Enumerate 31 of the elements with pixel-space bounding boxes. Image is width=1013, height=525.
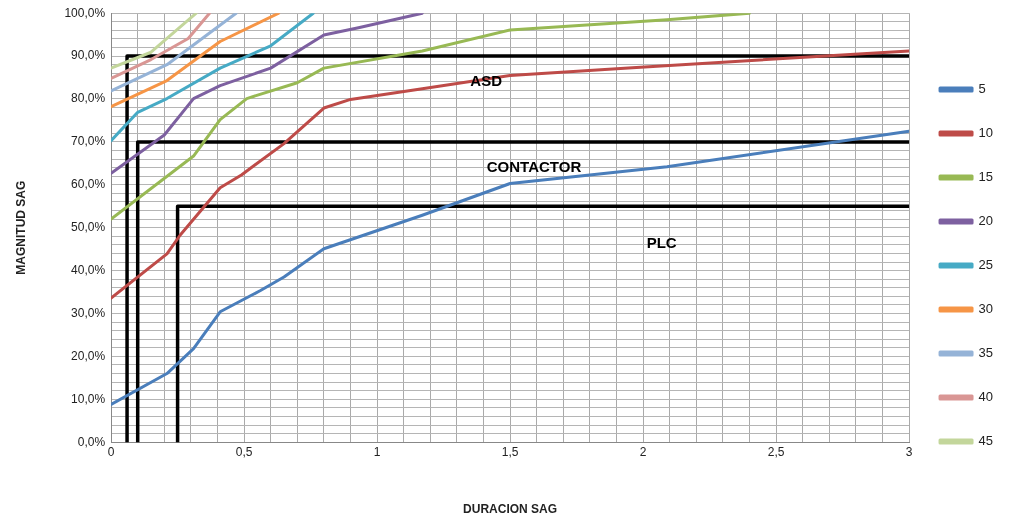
x-axis-title: DURACION SAG: [463, 502, 558, 517]
legend-label: 15: [978, 169, 994, 185]
annotation: CONTACTOR: [486, 158, 582, 176]
y-tick-label: 20,0%: [71, 348, 106, 363]
x-tick-label: 2,5: [767, 444, 785, 459]
x-tick-label: 0: [107, 444, 115, 459]
legend-label: 35: [978, 345, 994, 361]
y-tick-label: 10,0%: [71, 391, 106, 406]
y-axis-title: MAGNITUD SAG: [13, 180, 28, 275]
y-tick-label: 30,0%: [71, 305, 106, 320]
legend-label: 5: [978, 81, 986, 97]
x-tick-label: 3: [905, 444, 913, 459]
y-tick-label: 60,0%: [71, 177, 106, 192]
y-tick-label: 100,0%: [64, 5, 106, 20]
x-tick-label: 1,5: [501, 444, 519, 459]
y-tick-label: 70,0%: [71, 134, 106, 149]
y-tick-label: 50,0%: [71, 220, 106, 235]
annotation: PLC: [646, 234, 677, 252]
y-tick-label: 90,0%: [71, 48, 106, 63]
y-tick-label: 0,0%: [77, 434, 106, 449]
legend-label: 20: [978, 213, 994, 229]
legend-label: 40: [978, 389, 994, 405]
x-tick-label: 2: [639, 444, 647, 459]
x-tick-label: 0,5: [235, 444, 253, 459]
x-tick-label: 1: [373, 444, 381, 459]
legend-label: 30: [978, 301, 994, 317]
legend-label: 10: [978, 125, 994, 141]
legend-label: 25: [978, 257, 994, 273]
y-tick-label: 80,0%: [71, 91, 106, 106]
y-tick-label: 40,0%: [71, 262, 106, 277]
legend-label: 45: [978, 433, 994, 449]
